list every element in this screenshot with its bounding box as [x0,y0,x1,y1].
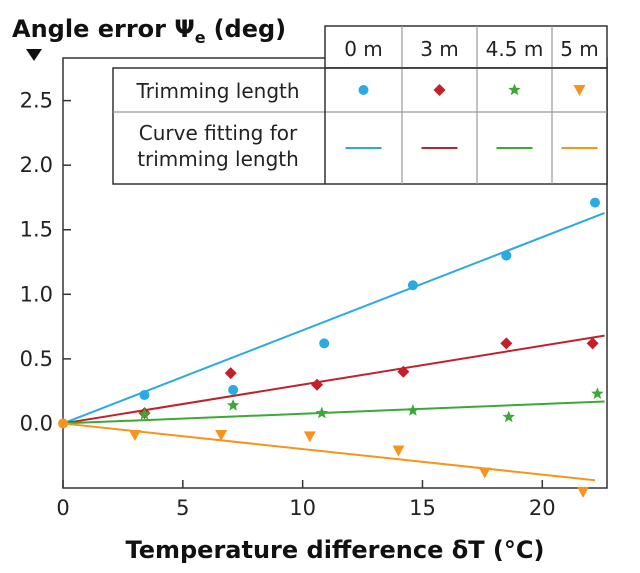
data-point-series-2 [502,410,515,423]
data-point-series-1 [586,337,599,350]
y-tick-label: 0.0 [20,411,53,435]
data-point-series-0 [228,384,239,395]
fit-line-series-0 [62,212,605,425]
data-point-series-2 [406,404,420,416]
data-point-series-3 [128,430,141,442]
data-point-series-1 [397,365,410,378]
y-tick-label: 0.5 [20,347,53,371]
data-point-series-3 [577,486,590,498]
legend-column-label: 3 m [420,37,459,61]
data-point-series-3 [303,431,316,443]
legend-marker-series-1 [433,84,446,96]
legend-row-label-fit: Curve fitting for trimming length [137,121,299,171]
legend-marker-series-0 [358,85,369,95]
data-point-series-0 [319,338,330,349]
x-tick-label: 0 [56,496,69,520]
x-tick-label: 10 [289,496,316,520]
legend-column-label: 5 m [560,37,599,61]
data-point-series-2 [226,398,240,411]
data-point-series-2 [138,407,151,420]
legend-marker-series-3 [573,85,586,96]
legend: 0 m 3 m 4.5 m 5 m Trimming length Curve fitti… [112,25,608,185]
y-axis-title: Angle error Ψe (deg) [12,15,286,47]
data-point-series-1 [224,367,237,380]
legend-column-label: 4.5 m [486,37,544,61]
y-tick-label: 2.5 [20,89,53,113]
data-point-series-3 [215,430,228,442]
x-tick-label: 5 [176,496,189,520]
y-tick-label: 2.0 [20,153,53,177]
data-point-series-0 [139,390,150,401]
legend-row-label-points: Trimming length [135,79,299,103]
x-tick-label: 15 [409,496,436,520]
data-point-series-1 [311,378,324,391]
data-point-series-0 [590,197,601,208]
y-axis-title-main: Angle error Ψ [12,15,195,43]
y-axis-title-unit: (deg) [214,15,287,43]
legend-column-label: 0 m [344,37,383,61]
y-axis-arrow-icon [26,49,42,61]
y-tick-label: 1.0 [20,282,53,306]
data-point-series-2 [591,387,604,399]
legend-header-box [324,25,608,69]
fit-line-series-1 [62,334,605,425]
legend-marker-series-2 [508,83,521,96]
x-axis-title: Temperature difference δT (°C) [126,536,545,564]
y-axis-title-subscript: e [195,28,206,47]
y-tick-label: 1.5 [20,218,53,242]
data-point-origin [58,418,68,429]
data-point-series-2 [315,406,328,419]
fit-line-series-2 [62,400,605,425]
x-tick-label: 20 [529,496,556,520]
data-point-series-0 [501,250,512,261]
fit-line-series-3 [62,422,596,482]
data-point-series-3 [392,445,405,457]
data-point-series-1 [500,337,513,350]
data-point-series-3 [478,467,491,479]
data-point-series-0 [407,280,418,291]
